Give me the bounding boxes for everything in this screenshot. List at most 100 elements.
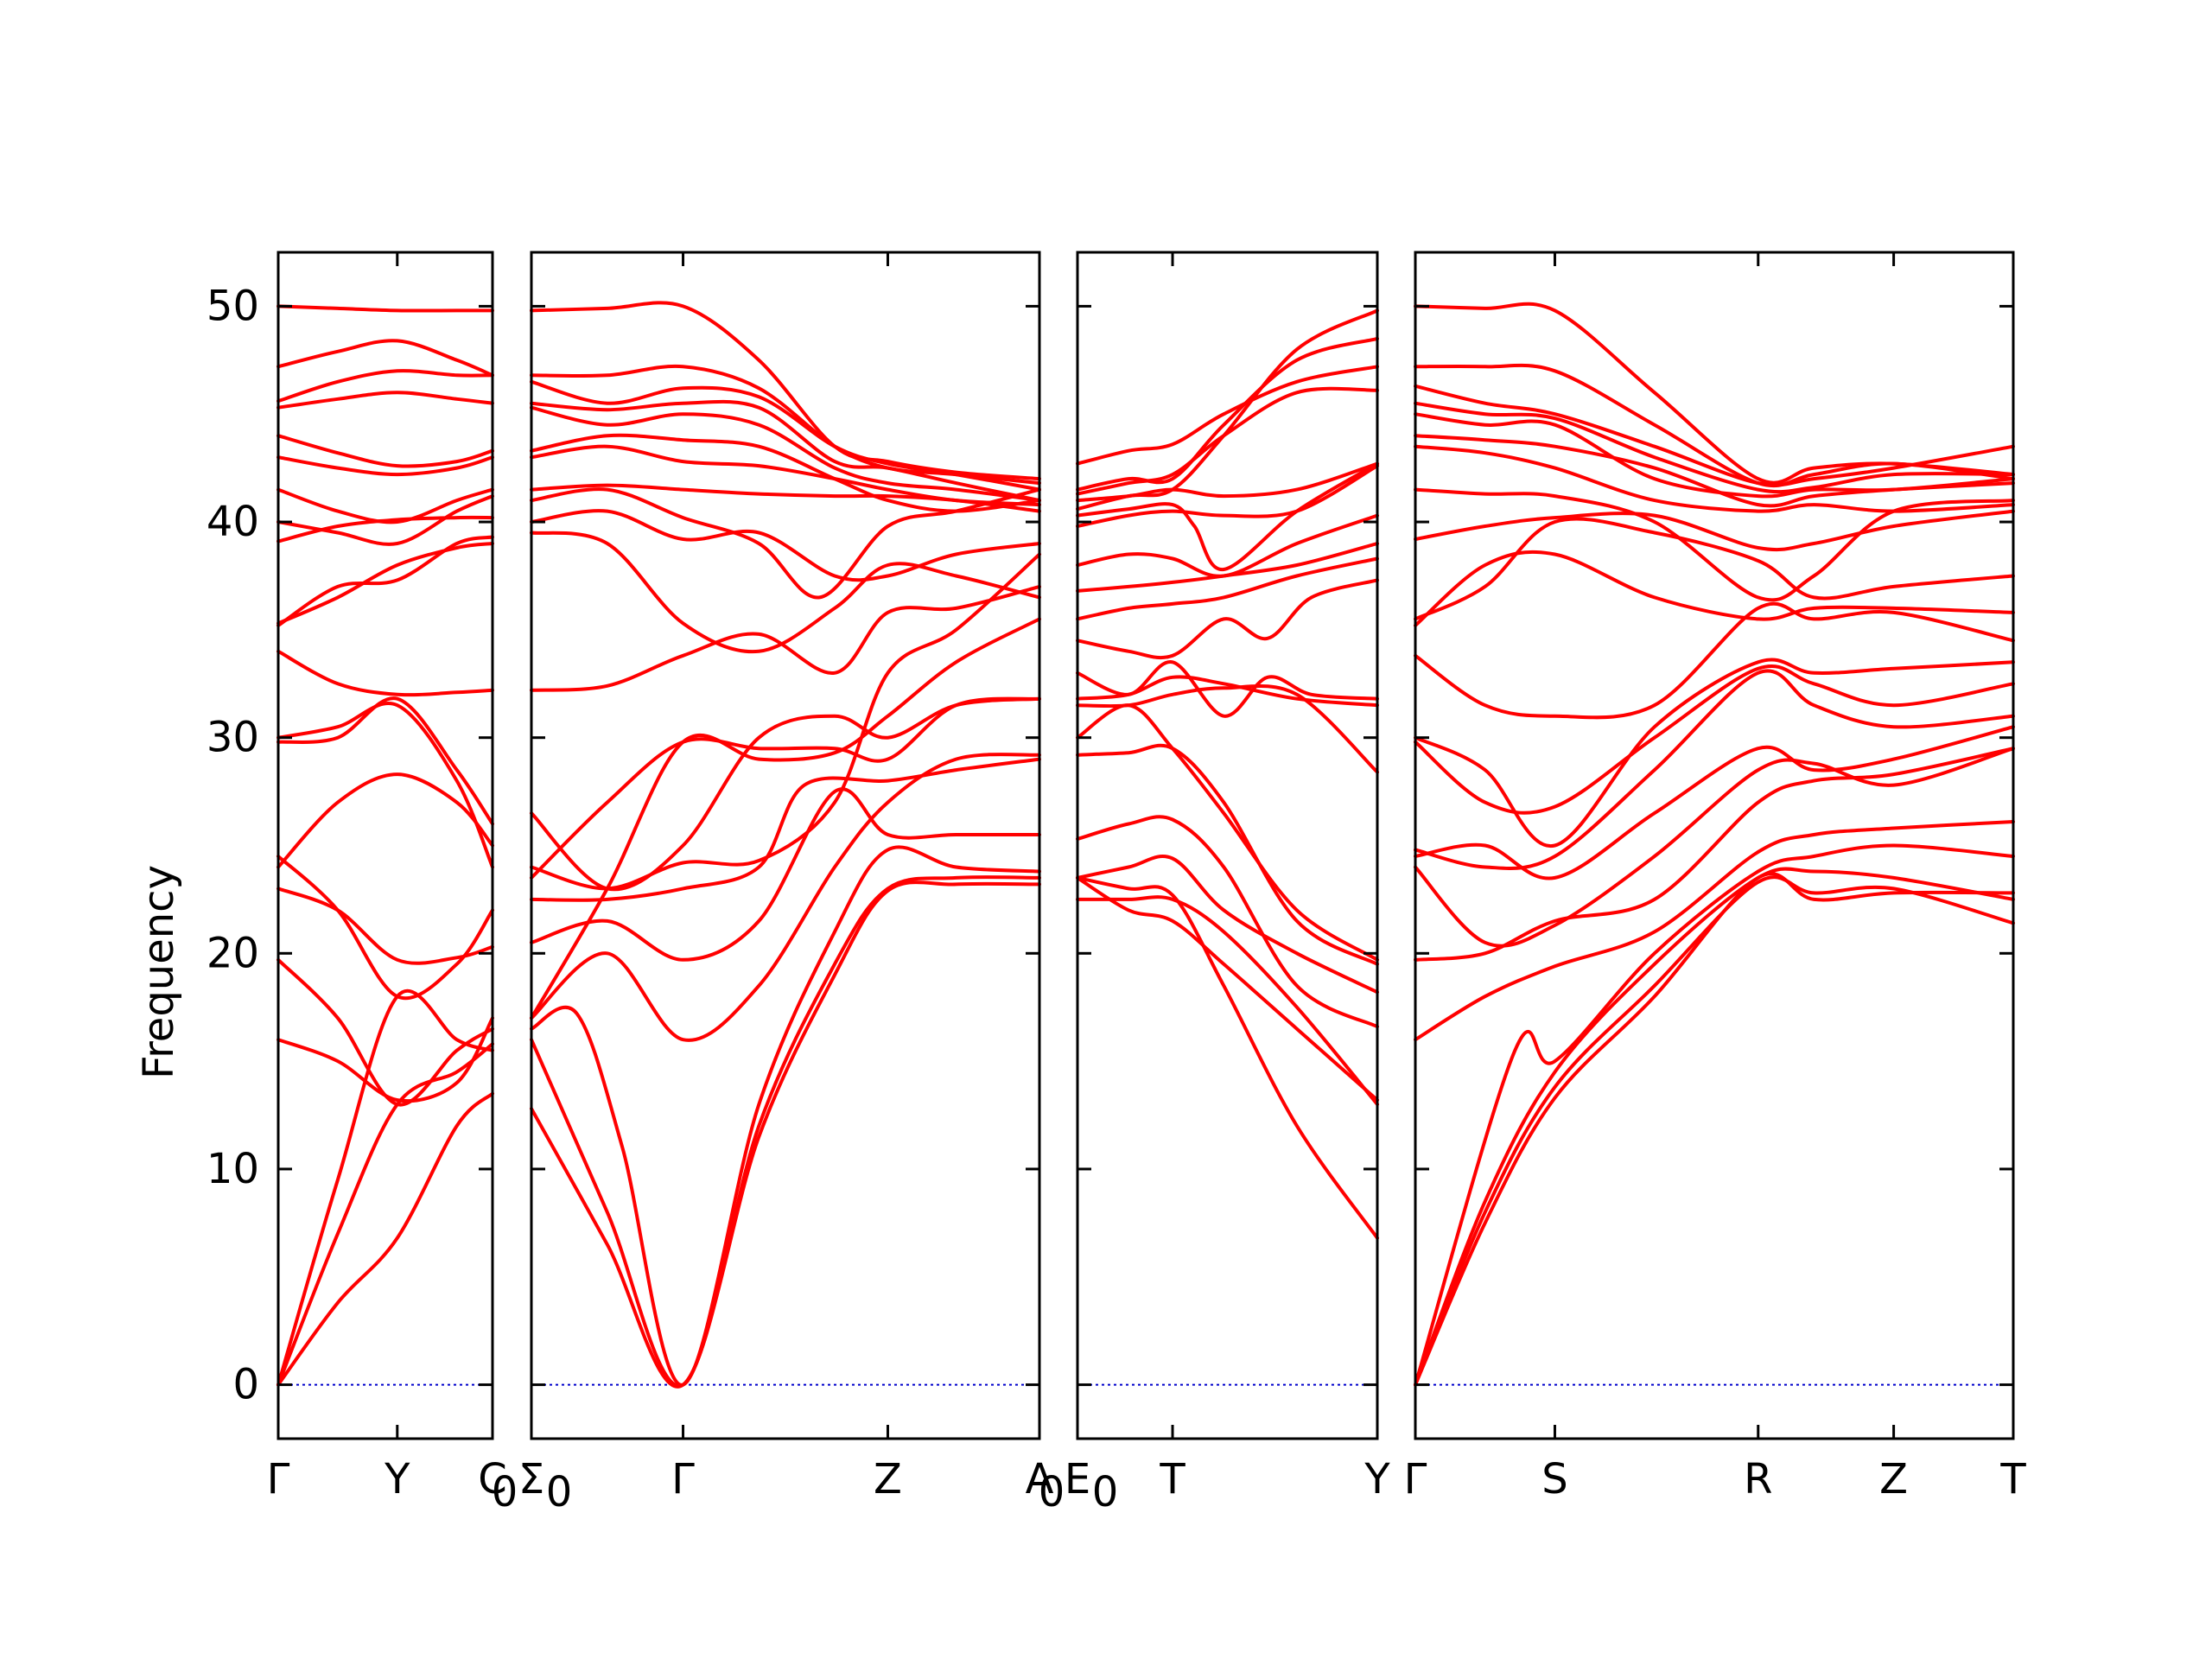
band-line-10 xyxy=(1414,664,2015,815)
band-line-11 xyxy=(276,649,494,697)
band-line-4 xyxy=(1414,843,2015,1387)
x-tick-subscript: 0 xyxy=(546,1468,573,1516)
x-tick-label: S xyxy=(1541,1455,1567,1503)
y-tick-label: 10 xyxy=(207,1145,259,1193)
band-line-5 xyxy=(276,957,494,1107)
band-line-6 xyxy=(530,757,1041,902)
band-line-4 xyxy=(530,753,1041,1042)
band-line-3 xyxy=(1414,867,2015,1387)
band-line-6 xyxy=(276,887,494,965)
band-line-3 xyxy=(530,845,1041,1387)
band-line-1 xyxy=(1414,872,2015,1387)
band-line-6 xyxy=(1414,747,2015,962)
band-line-1 xyxy=(530,880,1041,1389)
band-line-13 xyxy=(530,509,1041,582)
band-line-7 xyxy=(1414,747,2015,948)
band-line-23 xyxy=(1414,302,2015,485)
band-line-21 xyxy=(530,364,1041,486)
band-line-9 xyxy=(530,696,1041,880)
band-line-17 xyxy=(276,455,494,477)
x-tick-label: Γ xyxy=(267,1455,290,1503)
band-line-19 xyxy=(1414,412,2015,499)
band-line-17 xyxy=(530,433,1041,513)
band-line-8 xyxy=(276,855,494,1001)
x-tick-label: T xyxy=(1159,1455,1185,1503)
band-line-22 xyxy=(530,301,1041,481)
band-line-15 xyxy=(276,494,494,546)
band-line-2 xyxy=(1076,895,1379,1107)
x-tick-subscript: 0 xyxy=(1092,1468,1119,1516)
x-tick-label: Σ xyxy=(518,1455,544,1503)
band-line-5 xyxy=(1076,855,1379,995)
panel-frame xyxy=(1414,251,2015,1440)
band-line-16 xyxy=(530,444,1041,507)
band-line-10 xyxy=(1076,660,1379,718)
band-line-14 xyxy=(1076,513,1379,578)
band-line-18 xyxy=(530,405,1041,503)
band-line-14 xyxy=(530,487,1041,600)
band-line-14 xyxy=(1414,517,2015,621)
band-line-1 xyxy=(1076,875,1379,1240)
band-line-8 xyxy=(530,696,1041,892)
band-line-13 xyxy=(1076,542,1379,593)
band-line-8 xyxy=(1414,725,2015,880)
band-line-12 xyxy=(1076,556,1379,621)
x-tick-label: Z xyxy=(874,1455,902,1503)
band-line-20 xyxy=(1076,336,1379,492)
band-line-4 xyxy=(1076,815,1379,1029)
x-tick-label: Z xyxy=(1879,1455,1908,1503)
band-line-17 xyxy=(1414,444,2015,513)
band-line-15 xyxy=(1076,464,1379,528)
band-line-5 xyxy=(530,787,1041,962)
band-line-13 xyxy=(1414,550,2015,627)
band-line-1 xyxy=(276,1091,494,1387)
band-line-7 xyxy=(530,552,1041,891)
band-line-15 xyxy=(1414,509,2015,552)
band-line-11 xyxy=(1076,578,1379,660)
band-line-2 xyxy=(276,1042,494,1387)
band-line-20 xyxy=(276,369,494,404)
band-line-7 xyxy=(276,772,494,869)
y-tick-label: 20 xyxy=(207,929,259,977)
band-line-4 xyxy=(276,1016,494,1103)
band-line-22 xyxy=(276,304,494,313)
band-line-9 xyxy=(276,702,494,869)
band-line-18 xyxy=(276,434,494,468)
band-line-11 xyxy=(530,584,1041,692)
x-tick-label: C xyxy=(478,1455,507,1503)
panel-frame xyxy=(276,251,494,1440)
panel-1: Γ Y C 0 10 20 30 40 50 xyxy=(207,251,507,1503)
band-line-16 xyxy=(276,487,494,524)
x-tick-label: E xyxy=(1065,1455,1090,1503)
band-line-19 xyxy=(530,399,1041,503)
band-line-13 xyxy=(276,542,494,626)
band-line-6 xyxy=(1076,743,1379,966)
x-tick-label: Γ xyxy=(1404,1455,1427,1503)
band-line-14 xyxy=(276,515,494,543)
band-line-16 xyxy=(1076,461,1379,572)
y-axis-label-group: Frequency xyxy=(135,865,183,1079)
x-tick-label: R xyxy=(1744,1455,1772,1503)
x-tick-label: Y xyxy=(384,1455,410,1503)
band-line-12 xyxy=(276,535,494,627)
band-line-19 xyxy=(276,391,494,410)
band-line-9 xyxy=(1414,669,2015,871)
band-line-2 xyxy=(1414,875,2015,1387)
y-tick-label: 40 xyxy=(207,498,259,546)
y-axis-label: Frequency xyxy=(135,865,183,1079)
band-line-12 xyxy=(530,531,1041,654)
band-line-21 xyxy=(1414,384,2015,487)
x-tick-label: T xyxy=(1999,1455,2026,1503)
x-tick-label: A xyxy=(1026,1455,1054,1503)
band-line-8 xyxy=(1076,683,1379,774)
band-line-3 xyxy=(1076,875,1379,1103)
x-tick-label: Γ xyxy=(671,1455,695,1503)
band-line-20 xyxy=(1414,401,2015,494)
band-line-7 xyxy=(1076,703,1379,962)
band-line-10 xyxy=(530,617,1041,1020)
